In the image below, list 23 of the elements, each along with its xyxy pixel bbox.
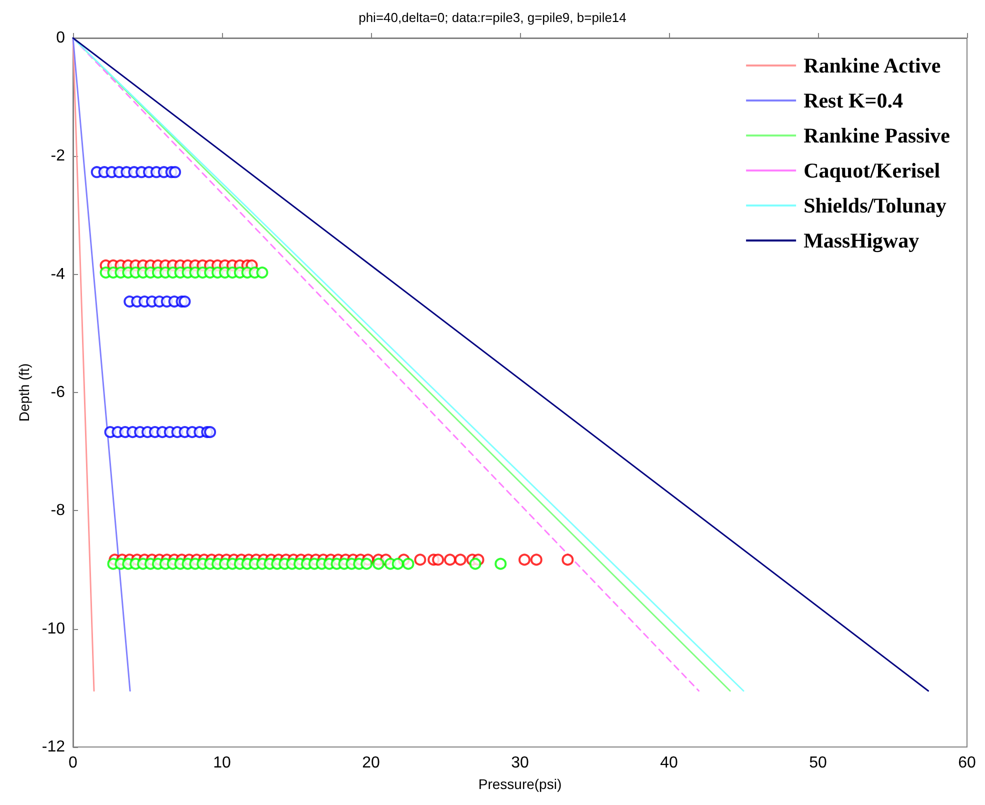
x-tick-label: 30 [511, 754, 529, 772]
legend-label: Rankine Passive [804, 124, 950, 148]
legend-label: Shields/Tolunay [804, 194, 947, 218]
x-tick-label: 20 [362, 754, 380, 772]
y-tick-label: -8 [50, 502, 66, 520]
y-tick-label: -10 [42, 620, 66, 638]
y-tick-label: -4 [50, 266, 66, 283]
x-tick-label: 10 [213, 754, 231, 772]
x-tick-label: 60 [958, 754, 976, 772]
y-tick-label: -12 [42, 738, 66, 756]
x-tick-label: 0 [68, 754, 78, 772]
y-tick-label: -6 [50, 384, 66, 401]
y-axis-title: Depth (ft) [16, 363, 32, 422]
legend-label: Caquot/Kerisel [804, 158, 940, 182]
y-tick-label: 0 [56, 30, 66, 46]
x-tick-label: 40 [660, 754, 678, 772]
chart-title: phi=40,delta=0; data:r=pile3, g=pile9, b=pile14 [358, 10, 626, 25]
x-tick-label: 50 [809, 754, 827, 772]
legend-label: MassHigway [804, 228, 920, 252]
legend-label: Rankine Active [804, 54, 941, 78]
y-tick-label: -2 [50, 148, 66, 165]
legend-label: Rest K=0.4 [804, 88, 904, 112]
x-axis-title: Pressure(psi) [478, 776, 562, 792]
